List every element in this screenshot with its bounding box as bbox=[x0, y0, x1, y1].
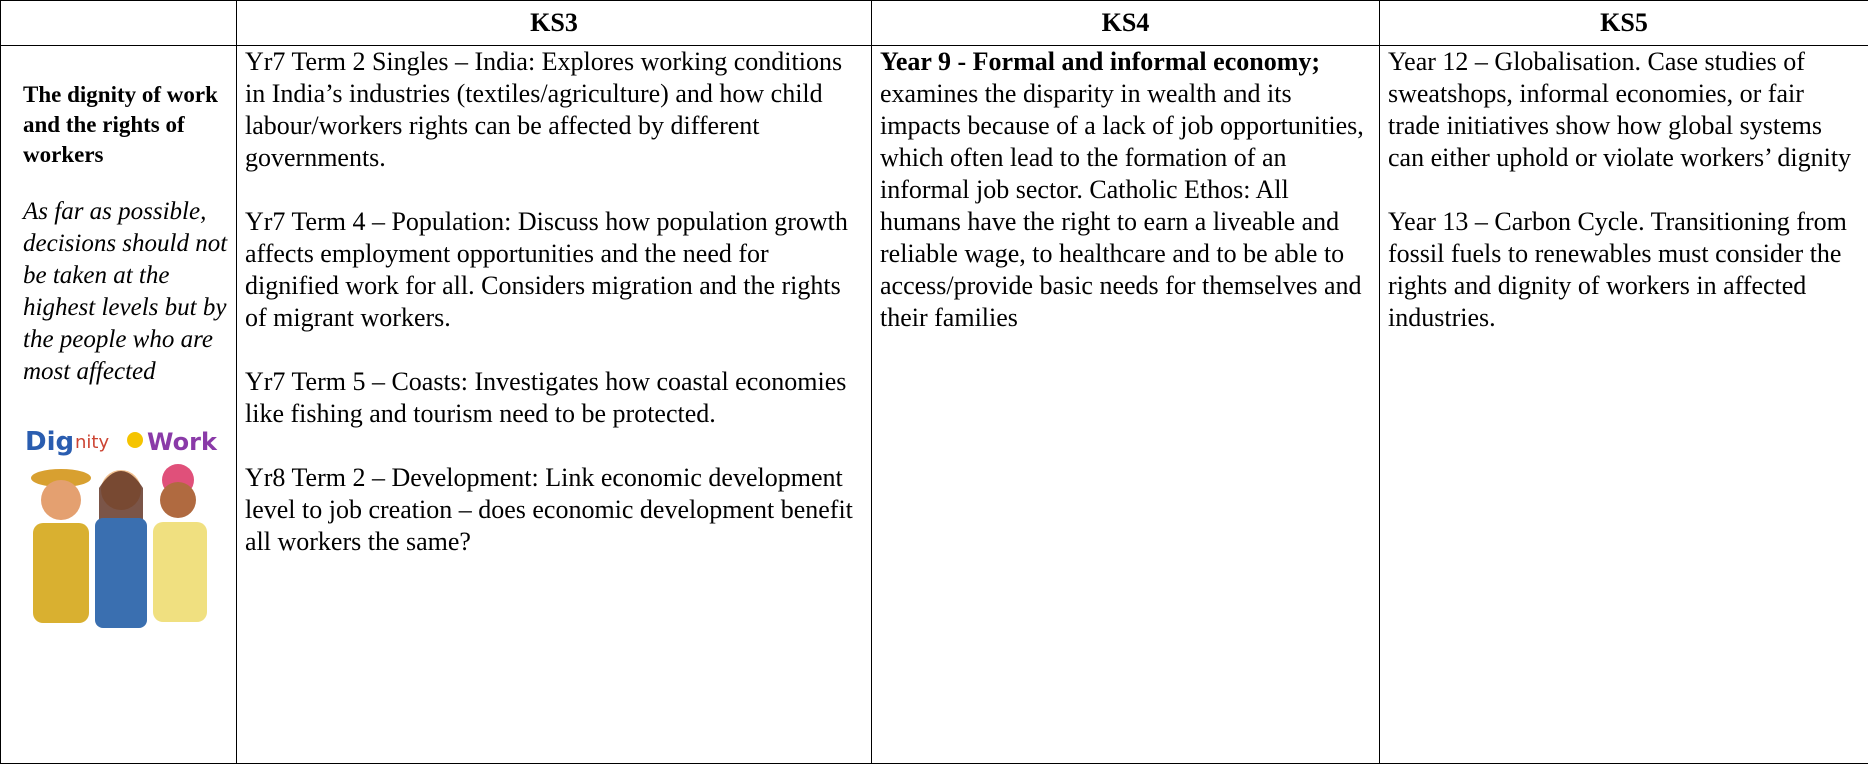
header-blank bbox=[1, 1, 237, 46]
header-cell: KS5 bbox=[1380, 1, 1868, 46]
ks5-item: Year 12 – Globalisation. Case studies of… bbox=[1388, 46, 1860, 174]
ks3-item: Yr7 Term 2 Singles – India: Explores wor… bbox=[245, 46, 863, 174]
body bbox=[153, 522, 207, 622]
ks4-lead: Year 9 - Formal and informal economy; bbox=[880, 47, 1320, 76]
face bbox=[41, 480, 81, 520]
ks3-item: Yr7 Term 5 – Coasts: Investigates how co… bbox=[245, 366, 863, 430]
logo-text: Dig bbox=[25, 428, 74, 457]
curriculum-table: KS3 KS4 KS5 The dignity of work and the … bbox=[0, 0, 1868, 764]
ks4-item: Year 9 - Formal and informal economy; ex… bbox=[880, 46, 1371, 334]
ks4-text: examines the disparity in wealth and its… bbox=[880, 79, 1364, 332]
theme-title: The dignity of work and the rights of wo… bbox=[23, 80, 228, 170]
body bbox=[95, 518, 147, 628]
header-row: KS3 KS4 KS5 bbox=[1, 1, 1868, 46]
header-cell: KS4 bbox=[872, 1, 1380, 46]
logo-sun bbox=[127, 432, 143, 448]
ks3-item: Yr8 Term 2 – Development: Link economic … bbox=[245, 462, 863, 558]
face bbox=[160, 482, 196, 518]
dignity-of-work-image: Dig nity Work bbox=[23, 428, 219, 638]
header-cell: KS3 bbox=[237, 1, 872, 46]
logo-text: nity bbox=[75, 432, 109, 453]
ks3-item: Yr7 Term 4 – Population: Discuss how pop… bbox=[245, 206, 863, 334]
ks4-cell: Year 9 - Formal and informal economy; ex… bbox=[872, 46, 1380, 764]
theme-cell: The dignity of work and the rights of wo… bbox=[1, 46, 237, 764]
ks5-cell: Year 12 – Globalisation. Case studies of… bbox=[1380, 46, 1868, 764]
page: {"table": { "headers": ["KS3", "KS4", "K… bbox=[0, 0, 1868, 764]
body bbox=[33, 523, 89, 623]
theme-quote: As far as possible, decisions should not… bbox=[23, 196, 228, 388]
ks5-item: Year 13 – Carbon Cycle. Transitioning fr… bbox=[1388, 206, 1860, 334]
body-row: The dignity of work and the rights of wo… bbox=[1, 46, 1868, 764]
logo-text: Work bbox=[147, 428, 218, 456]
ks3-cell: Yr7 Term 2 Singles – India: Explores wor… bbox=[237, 46, 872, 764]
